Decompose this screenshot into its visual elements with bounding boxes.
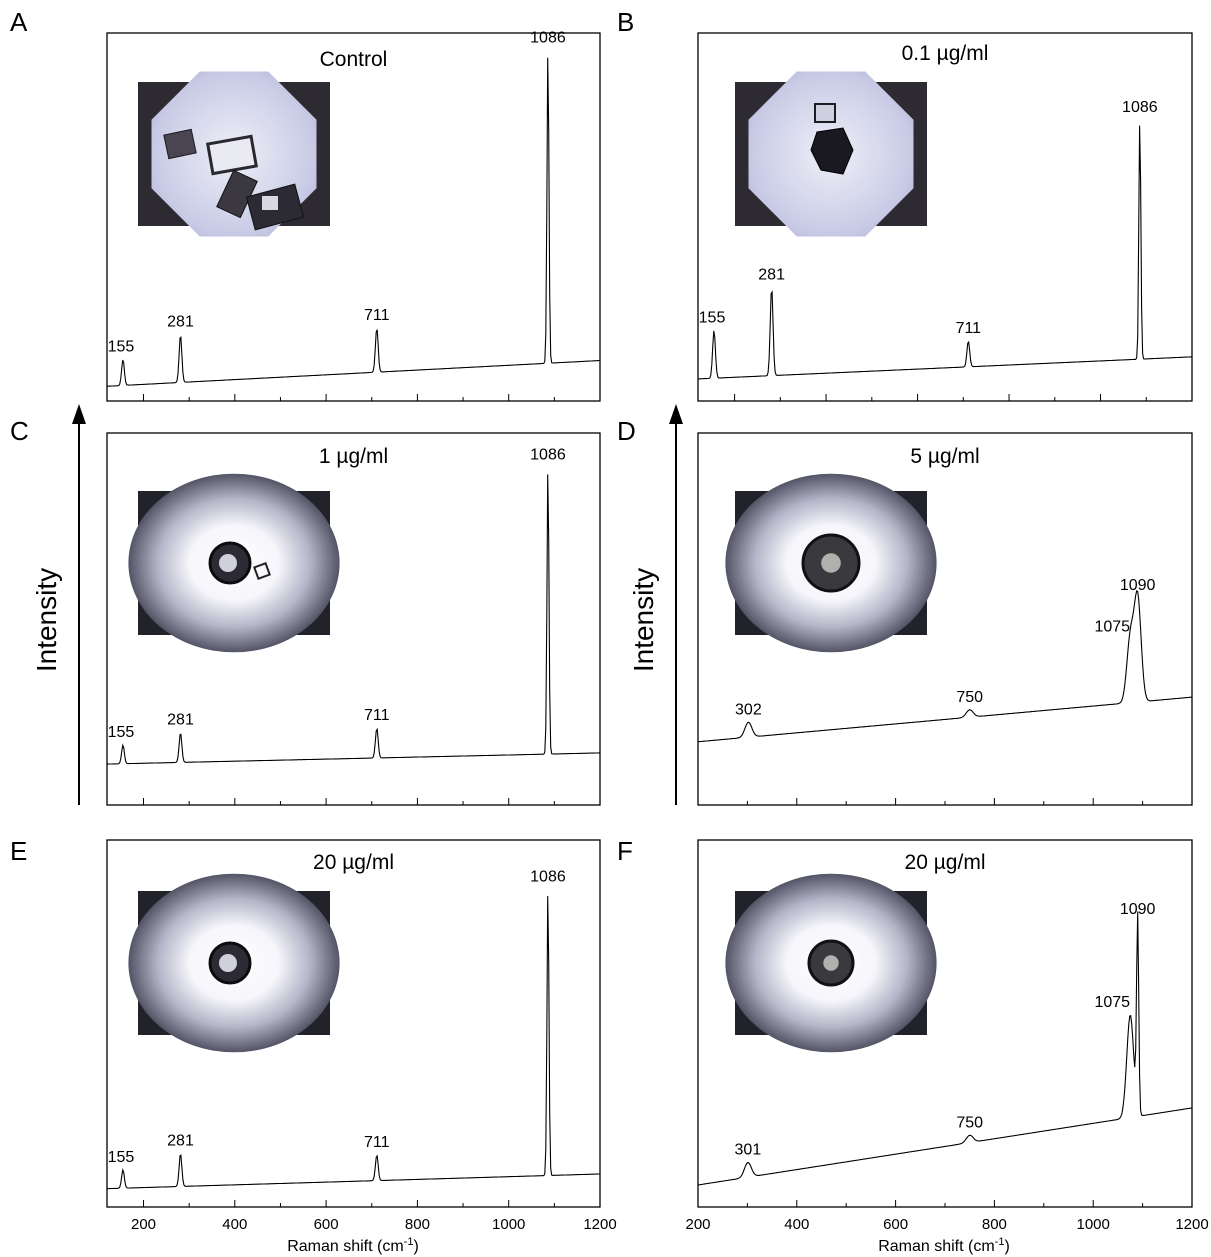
x-tick-label-e: 400 xyxy=(222,1216,247,1233)
x-axis-label-f: Raman shift (cm-1) xyxy=(878,1236,1010,1255)
inset-micrograph-a xyxy=(138,71,330,237)
peak-label-f: 750 xyxy=(956,1114,983,1131)
plot-frame-a xyxy=(106,32,601,402)
panel-f: 20 µg/ml 301 750 1075 1090 200 400 600 800 1000 12… xyxy=(685,839,1209,1233)
peak-label-f: 1090 xyxy=(1120,901,1156,918)
x-tick-label-f: 200 xyxy=(685,1216,710,1233)
peak-label-d: 750 xyxy=(956,689,983,706)
x-tick-label-f: 1200 xyxy=(1175,1216,1208,1233)
inset-micrograph-c xyxy=(128,473,340,653)
x-tick-label-f: 1000 xyxy=(1077,1216,1110,1233)
inset-micrograph-e xyxy=(128,873,340,1053)
peak-label-d: 1075 xyxy=(1094,618,1130,635)
inset-micrograph-f xyxy=(725,873,937,1053)
peak-label-b: 711 xyxy=(956,320,982,337)
peak-label-d: 1090 xyxy=(1120,577,1156,594)
panel-letter-a: A xyxy=(10,7,28,37)
panel-c: 1 µg/ml 155 281 711 1086 xyxy=(106,432,601,806)
svg-text:Raman shift (cm-1): Raman shift (cm-1) xyxy=(878,1236,1010,1255)
panel-letter-e: E xyxy=(10,836,27,866)
spectrum-line-e xyxy=(106,895,600,1190)
y-axis-arrow-left xyxy=(72,404,86,805)
panel-title-f: 20 µg/ml xyxy=(905,851,986,874)
peak-label-e: 711 xyxy=(364,1134,390,1151)
spectrum-line-b xyxy=(698,125,1193,380)
panel-b: 0.1 µg/ml 155 281 711 1086 xyxy=(697,32,1193,402)
x-tick-label-e: 200 xyxy=(131,1216,156,1233)
panel-title-e: 20 µg/ml xyxy=(313,851,394,874)
peak-label-a: 1086 xyxy=(530,29,566,46)
panel-letter-c: C xyxy=(10,416,29,446)
svg-text:Raman shift (cm-1): Raman shift (cm-1) xyxy=(287,1236,419,1255)
panel-letter-b: B xyxy=(617,7,634,37)
peak-label-a: 281 xyxy=(167,314,194,331)
panel-title-a: Control xyxy=(320,48,388,71)
peak-label-b: 155 xyxy=(699,309,726,326)
x-tick-label-f: 600 xyxy=(883,1216,908,1233)
peak-label-c: 711 xyxy=(364,707,390,724)
panel-e: 20 µg/ml 155 281 711 1086 200 400 600 800 1000 120… xyxy=(106,839,617,1233)
peak-label-a: 711 xyxy=(364,307,390,324)
y-axis-label-right: Intensity xyxy=(628,568,659,672)
plot-frame-b xyxy=(697,32,1193,402)
x-axis-label-e: Raman shift (cm-1) xyxy=(287,1236,419,1255)
peak-label-a: 155 xyxy=(108,339,135,356)
peak-label-c: 1086 xyxy=(530,447,566,464)
peak-label-d: 302 xyxy=(735,701,762,718)
peak-label-e: 281 xyxy=(167,1132,194,1149)
peak-label-e: 1086 xyxy=(530,868,566,885)
peak-label-e: 155 xyxy=(108,1149,135,1166)
panel-letter-f: F xyxy=(617,836,633,866)
peak-label-f: 301 xyxy=(735,1142,762,1159)
x-tick-label-f: 800 xyxy=(982,1216,1007,1233)
panel-a: Control 155 281 711 1086 xyxy=(106,29,601,402)
panel-title-b: 0.1 µg/ml xyxy=(902,42,989,65)
peak-label-c: 155 xyxy=(108,724,135,741)
plot-frame-e xyxy=(106,839,601,1208)
plot-frame-c xyxy=(106,432,601,806)
spectrum-line-a xyxy=(106,57,601,387)
peak-label-f: 1075 xyxy=(1094,994,1130,1011)
inset-micrograph-d xyxy=(725,473,937,653)
x-tick-label-e: 1200 xyxy=(583,1216,616,1233)
spectrum-line-f xyxy=(697,911,1193,1186)
spectrum-line-d xyxy=(697,590,1193,743)
peak-label-b: 281 xyxy=(758,266,785,283)
panel-d: 5 µg/ml 302 750 1075 1090 xyxy=(697,432,1193,806)
inset-micrograph-b xyxy=(735,71,927,237)
panel-letter-d: D xyxy=(617,416,636,446)
peak-label-c: 281 xyxy=(167,712,194,729)
panel-title-c: 1 µg/ml xyxy=(319,445,388,468)
x-tick-label-e: 600 xyxy=(314,1216,339,1233)
panel-title-d: 5 µg/ml xyxy=(910,445,979,468)
y-axis-arrow-right xyxy=(669,404,683,805)
spectrum-line-c xyxy=(107,474,600,765)
x-tick-label-e: 1000 xyxy=(492,1216,525,1233)
x-tick-label-e: 800 xyxy=(405,1216,430,1233)
y-axis-label-left: Intensity xyxy=(31,568,62,672)
x-tick-label-f: 400 xyxy=(784,1216,809,1233)
peak-label-b: 1086 xyxy=(1122,99,1158,116)
